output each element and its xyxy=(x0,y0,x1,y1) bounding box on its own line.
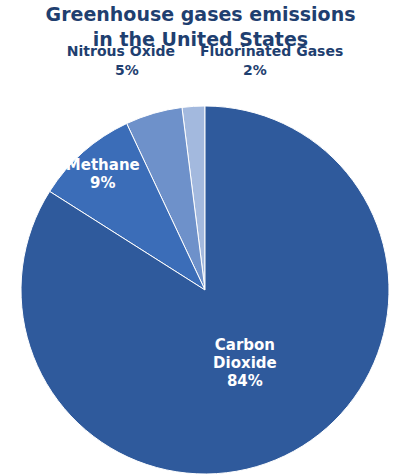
svg-text:Methane9%: Methane9% xyxy=(66,156,140,192)
svg-text:Nitrous Oxide5%: Nitrous Oxide5% xyxy=(67,43,175,78)
html-text:in the United States: in the United States xyxy=(92,28,309,50)
svg-text:Fluorinated Gases2%: Fluorinated Gases2% xyxy=(200,43,343,78)
html-text:Greenhouse gases emissions: Greenhouse gases emissions xyxy=(45,3,356,25)
svg-text:CarbonDioxide84%: CarbonDioxide84% xyxy=(213,336,277,390)
